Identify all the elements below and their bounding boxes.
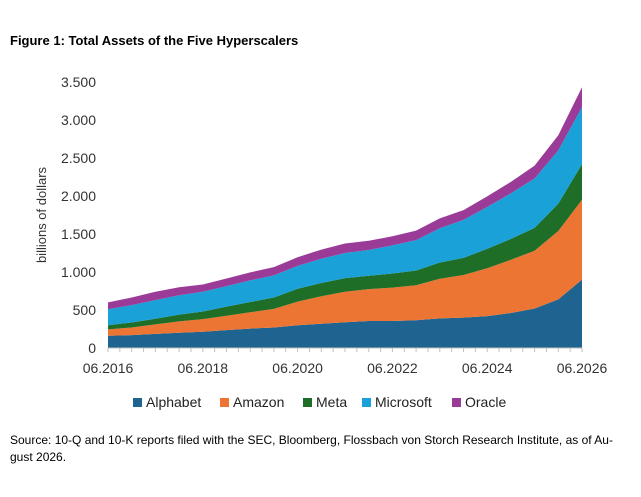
- area-layers: [108, 87, 582, 348]
- x-tick-label: 06.2024: [462, 360, 513, 376]
- y-axis-label: billions of dollars: [34, 166, 49, 263]
- y-axis: 0 500 1.000 1.500 2.000 2.500 3.000 3.500: [61, 74, 96, 356]
- y-tick-label: 0: [88, 340, 96, 356]
- legend-label-alphabet: Alphabet: [146, 394, 201, 410]
- legend-label-amazon: Amazon: [233, 394, 284, 410]
- legend-label-microsoft: Microsoft: [375, 394, 432, 410]
- y-tick-label: 500: [73, 302, 97, 318]
- y-tick-label: 2.500: [61, 150, 96, 166]
- chart-title: Figure 1: Total Assets of the Five Hyper…: [10, 33, 299, 48]
- source-note: Source: 10-Q and 10-K reports filed with…: [10, 433, 613, 464]
- stacked-area-chart: 0 500 1.000 1.500 2.000 2.500 3.000 3.500 06.20…: [34, 74, 608, 410]
- x-tick-label: 06.2026: [557, 360, 608, 376]
- y-tick-label: 1.000: [61, 264, 96, 280]
- area-alphabet: [108, 279, 582, 348]
- x-tick-label: 06.2022: [367, 360, 418, 376]
- y-tick-label: 3.000: [61, 112, 96, 128]
- legend-swatch-microsoft: [362, 398, 371, 407]
- legend-swatch-alphabet: [133, 398, 142, 407]
- legend-swatch-meta: [303, 398, 312, 407]
- legend: Alphabet Amazon Meta Microsoft Oracle: [133, 394, 506, 410]
- area-microsoft: [108, 107, 582, 326]
- y-tick-label: 2.000: [61, 188, 96, 204]
- legend-swatch-amazon: [220, 398, 229, 407]
- area-amazon: [108, 199, 582, 336]
- area-oracle: [108, 87, 582, 310]
- x-tick-label: 06.2018: [177, 360, 228, 376]
- legend-label-meta: Meta: [316, 394, 347, 410]
- legend-swatch-oracle: [452, 398, 461, 407]
- x-tick-label: 06.2020: [272, 360, 323, 376]
- y-tick-label: 1.500: [61, 226, 96, 242]
- x-axis: 06.2016 06.2018 06.2020 06.2022 06.2024 06.20…: [83, 347, 608, 376]
- y-tick-label: 3.500: [61, 74, 96, 90]
- legend-label-oracle: Oracle: [465, 394, 506, 410]
- x-tick-label: 06.2016: [83, 360, 134, 376]
